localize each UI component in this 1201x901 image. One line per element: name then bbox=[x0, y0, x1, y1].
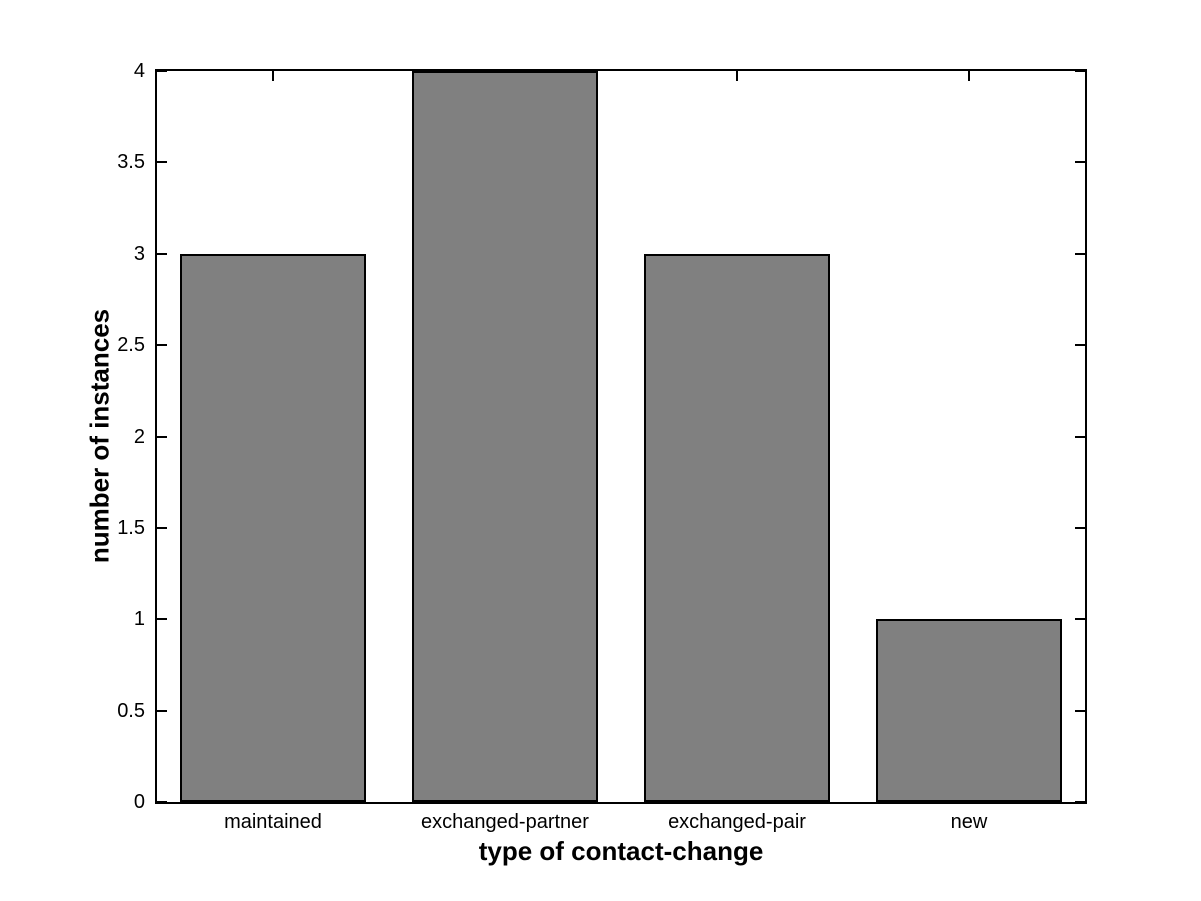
y-axis-label: number of instances bbox=[84, 308, 115, 564]
y-tick-label: 3.5 bbox=[117, 151, 145, 174]
y-tick-label: 3 bbox=[133, 242, 145, 265]
y-tick-left bbox=[157, 344, 167, 347]
x-axis-label: type of contact-change bbox=[478, 836, 764, 866]
y-tick-label: 0.5 bbox=[117, 699, 145, 722]
x-tick-label: new bbox=[950, 811, 988, 833]
y-tick-left bbox=[157, 801, 167, 803]
y-tick-left bbox=[157, 435, 167, 438]
y-tick-left bbox=[157, 70, 167, 72]
y-tick-right bbox=[1075, 709, 1085, 712]
bar-maintained bbox=[180, 253, 366, 802]
bar-exchanged-partner bbox=[412, 71, 598, 802]
y-tick-left bbox=[157, 161, 167, 164]
y-tick-right bbox=[1075, 252, 1085, 255]
x-tick-top bbox=[272, 71, 274, 81]
y-tick-left bbox=[157, 618, 167, 621]
y-tick-label: 1 bbox=[133, 608, 145, 631]
y-tick-label: 0 bbox=[133, 791, 145, 813]
y-tick-label: 2 bbox=[133, 425, 145, 448]
y-tick-right bbox=[1075, 801, 1085, 803]
y-tick-left bbox=[157, 709, 167, 712]
y-tick-right bbox=[1075, 618, 1085, 621]
x-tick-label: exchanged-pair bbox=[668, 811, 806, 833]
bar-exchanged-pair bbox=[644, 253, 830, 802]
y-tick-right bbox=[1075, 70, 1085, 72]
y-tick-right bbox=[1075, 161, 1085, 164]
y-tick-right bbox=[1075, 344, 1085, 347]
plot-area: 0 0.5 1 1.5 2 2.5 3 3.5 4 maintained exchanged-par… bbox=[117, 60, 1087, 833]
x-tick-label: maintained bbox=[224, 811, 322, 833]
bar-new bbox=[876, 619, 1062, 802]
x-tick-top bbox=[736, 71, 738, 81]
x-tick-top bbox=[968, 71, 970, 81]
y-tick-label: 1.5 bbox=[117, 516, 145, 539]
y-tick-label: 4 bbox=[133, 60, 145, 82]
x-tick-label: exchanged-partner bbox=[421, 811, 589, 833]
y-tick-label: 2.5 bbox=[117, 334, 145, 357]
y-tick-right bbox=[1075, 435, 1085, 438]
y-tick-left bbox=[157, 526, 167, 529]
y-tick-right bbox=[1075, 526, 1085, 529]
y-tick-left bbox=[157, 252, 167, 255]
